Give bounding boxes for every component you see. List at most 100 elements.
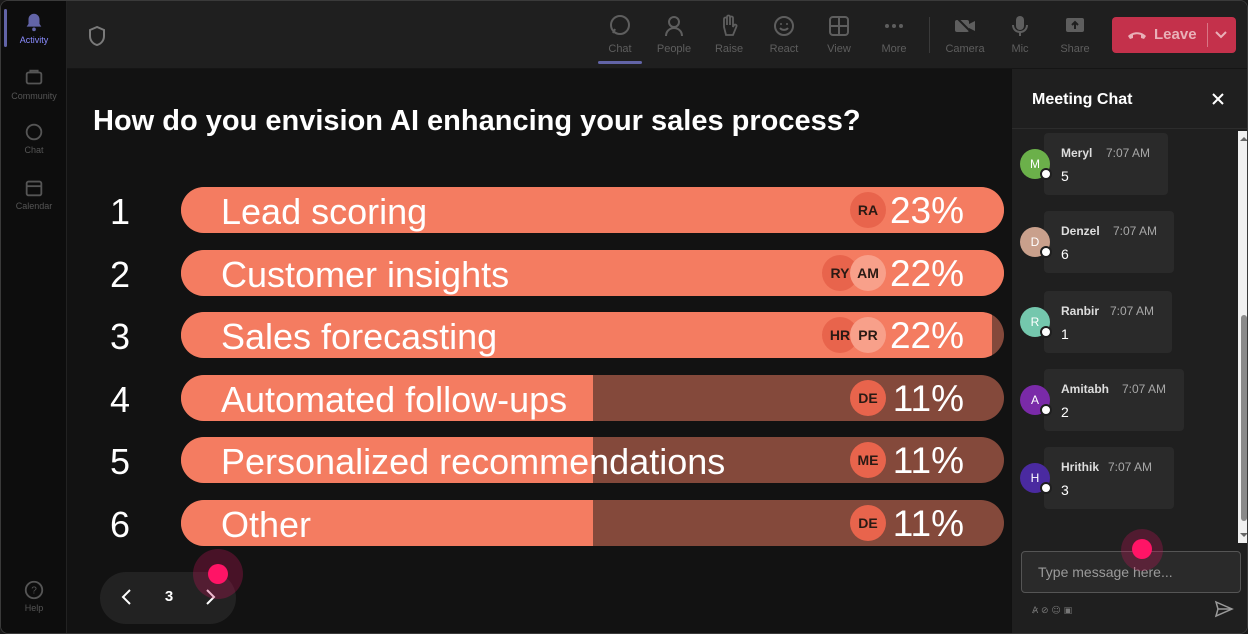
chat-message[interactable]: A Amitabh 7:07 AM 2 [1020,369,1184,431]
chat-message[interactable]: M Meryl 7:07 AM 5 [1020,133,1168,195]
leave-divider [1207,23,1208,47]
sender-name: Ranbir [1061,304,1100,318]
message-text: 5 [1061,168,1069,184]
chat-icon [610,15,630,35]
message-text: 6 [1061,246,1069,262]
toolbar-raise-button[interactable]: Raise [702,13,756,63]
chat-message[interactable]: D Denzel 7:07 AM 6 [1020,211,1174,273]
toolbar-divider [929,17,930,53]
toolbar-label: View [827,43,851,55]
chat-message[interactable]: H Hrithik 7:07 AM 3 [1020,447,1174,509]
voter-avatar: ME [850,442,886,478]
option-number: 3 [109,316,131,357]
more-icon [885,24,903,28]
status-badge [1040,246,1052,258]
click-indicator-dot [208,564,228,584]
sender-name: Hrithik [1061,460,1100,474]
chat-scrollbar[interactable] [1238,131,1248,543]
chevron-down-icon[interactable] [1214,27,1228,41]
option-percent: 22% [889,253,964,294]
poll-option-row: 2 Customer insights RY AM 22% [67,250,1011,298]
rail-item-calendar[interactable]: Calendar [1,177,67,211]
toolbar-label: Chat [608,43,632,55]
rail-item-help[interactable]: ? Help [1,579,67,613]
rail-item-chat[interactable]: Chat [1,121,67,155]
mic-icon [1012,16,1028,36]
option-label: Sales forecasting [221,316,498,357]
message-time: 7:07 AM [1106,146,1151,160]
option-number: 6 [109,504,131,545]
chat-compose-box [1021,551,1241,593]
toolbar-more-button[interactable]: More [867,13,921,63]
option-bar-fill [181,500,593,546]
rail-item-activity[interactable]: Activity [1,11,67,45]
toolbar-share-button[interactable]: Share [1048,13,1102,63]
poll-question: How do you envision AI enhancing your sa… [93,105,861,137]
toolbar-label: Mic [1011,43,1029,55]
option-percent: 11% [892,503,964,544]
avatar-initial: A [1030,393,1039,407]
toolbar-label: Raise [714,43,744,55]
avatar: H [1020,463,1052,494]
chat-message-list[interactable]: M Meryl 7:07 AM 5 D Denzel 7:07 AM 6 R Ranbir 7:07… [1012,129,1238,543]
avatar-initial: D [1030,235,1040,249]
rail-label: Calendar [15,201,53,211]
toolbar-view-button[interactable]: View [812,13,866,63]
status-badge [1040,326,1052,338]
send-icon[interactable] [1214,599,1234,619]
option-label: Automated follow-ups [221,379,568,420]
toolbar-chat-button[interactable]: Chat [593,13,647,64]
toolbar-camera-button[interactable]: Camera [938,13,992,63]
camera-off-icon [954,15,976,37]
shield-icon[interactable] [87,25,107,47]
chevron-left-icon[interactable] [116,586,138,608]
smiley-icon [774,16,794,36]
chat-icon [25,123,43,141]
community-icon [25,69,43,85]
chevron-right-icon[interactable] [199,586,221,608]
option-bar: Customer insights RY AM 22% [181,250,1004,296]
raise-hand-icon [723,14,738,36]
option-bar: Lead scoring RA 23% [181,187,1004,233]
scroll-down-icon[interactable] [1240,531,1248,539]
option-percent: 11% [892,440,964,481]
toolbar-mic-button[interactable]: Mic [993,13,1047,63]
leave-button[interactable]: Leave [1112,17,1236,53]
rail-label: Activity [19,35,49,45]
chat-message-input[interactable] [1022,552,1240,592]
hang-up-icon [1128,32,1146,39]
sender-name: Denzel [1061,224,1100,238]
message-time: 7:07 AM [1108,460,1153,474]
toolbar-people-button[interactable]: People [647,13,701,63]
calendar-icon [25,180,43,197]
scrollbar-thumb[interactable] [1241,315,1247,521]
toolbar-label: More [881,43,907,55]
option-label: Customer insights [221,254,510,295]
left-rail: Activity Community Chat Calendar ? Help [1,1,67,633]
avatar-initial: R [1030,315,1040,329]
share-screen-icon [1066,18,1084,32]
toolbar-label: Share [1060,43,1090,55]
bell-icon [26,13,42,32]
poll-option-row: 3 Sales forecasting HR PR 22% [67,312,1011,360]
message-text: 1 [1061,326,1069,342]
rail-item-community[interactable]: Community [1,67,67,101]
option-bar: Personalized recommendations ME 11% [181,437,1004,483]
avatar-initial: H [1030,471,1040,485]
grid-view-icon [829,16,849,36]
sender-name: Amitabh [1061,382,1109,396]
rail-label: Community [11,91,57,101]
option-number: 2 [109,254,131,295]
avatar-initial: M [1030,157,1040,171]
scroll-up-icon[interactable] [1240,135,1248,143]
leave-label: Leave [1154,26,1197,43]
close-icon[interactable] [1210,91,1226,107]
poll-results-stage: How do you envision AI enhancing your sa… [67,69,1011,633]
format-tools-icon[interactable]: A̷ ⊘ ☺ ▣ [1032,603,1092,615]
status-badge [1040,168,1052,180]
toolbar-react-button[interactable]: React [757,13,811,63]
voter-avatar: DE [850,505,886,541]
chat-message[interactable]: R Ranbir 7:07 AM 1 [1020,291,1172,353]
toolbar-label: People [656,43,692,55]
option-bar: Other DE 11% [181,500,1004,546]
